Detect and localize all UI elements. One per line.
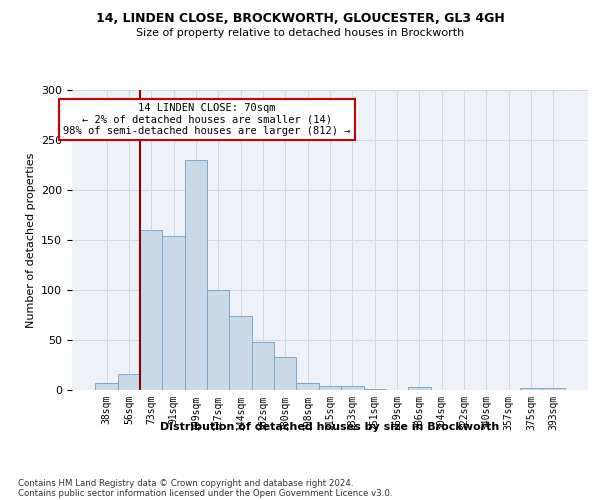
Text: Distribution of detached houses by size in Brockworth: Distribution of detached houses by size … — [160, 422, 500, 432]
Bar — [229, 316, 252, 390]
Bar — [252, 342, 274, 390]
Text: 14 LINDEN CLOSE: 70sqm
← 2% of detached houses are smaller (14)
98% of semi-deta: 14 LINDEN CLOSE: 70sqm ← 2% of detached … — [64, 103, 351, 136]
Bar — [163, 236, 185, 390]
Bar — [185, 160, 207, 390]
Bar — [118, 374, 140, 390]
Bar — [408, 387, 431, 390]
Bar — [542, 388, 565, 390]
Bar — [140, 230, 163, 390]
Bar — [207, 290, 229, 390]
Text: 14, LINDEN CLOSE, BROCKWORTH, GLOUCESTER, GL3 4GH: 14, LINDEN CLOSE, BROCKWORTH, GLOUCESTER… — [95, 12, 505, 26]
Bar — [319, 386, 341, 390]
Bar — [296, 383, 319, 390]
Bar — [274, 357, 296, 390]
Text: Contains public sector information licensed under the Open Government Licence v3: Contains public sector information licen… — [18, 488, 392, 498]
Y-axis label: Number of detached properties: Number of detached properties — [26, 152, 35, 328]
Text: Contains HM Land Registry data © Crown copyright and database right 2024.: Contains HM Land Registry data © Crown c… — [18, 478, 353, 488]
Bar — [341, 386, 364, 390]
Bar — [364, 389, 386, 390]
Bar — [95, 383, 118, 390]
Text: Size of property relative to detached houses in Brockworth: Size of property relative to detached ho… — [136, 28, 464, 38]
Bar — [520, 388, 542, 390]
